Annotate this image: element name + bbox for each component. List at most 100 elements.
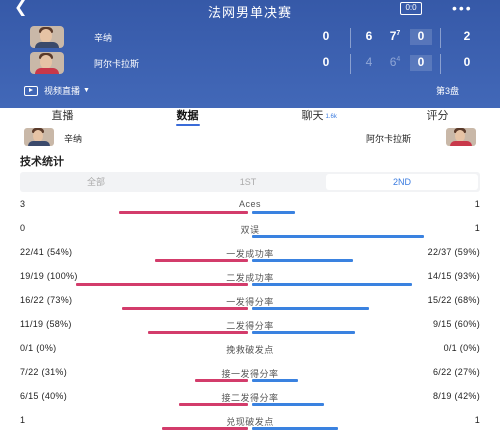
right-stat-value: 14/15 (93%): [427, 271, 480, 281]
stat-label: 挽救破发点: [226, 345, 274, 355]
left-stat-bar: [179, 403, 248, 406]
stat-row: 0/1 (0%) 挽救破发点 0/1 (0%): [0, 340, 500, 364]
left-stat-bar: [122, 307, 248, 310]
set-filter-segmented: 全部 1ST 2ND: [20, 172, 480, 192]
player-name: 辛纳: [94, 33, 113, 43]
tab-chat[interactable]: 聊天 1.6k: [250, 108, 375, 126]
set-score: 77: [384, 29, 406, 43]
stat-row: 19/19 (100%) 二发成功率 14/15 (93%): [0, 268, 500, 292]
stat-row: 3 Aces 1: [0, 196, 500, 220]
right-player-name: 阿尔卡拉斯: [366, 134, 412, 144]
right-stat-bar: [252, 283, 412, 286]
tab-bar: 直播 数据 聊天 1.6k 评分: [0, 108, 500, 126]
right-stat-bar: [252, 403, 324, 406]
tab-label: 聊天: [301, 110, 324, 122]
set-score: 4: [365, 55, 373, 69]
tab-rating[interactable]: 评分: [375, 108, 500, 126]
stat-label: 接一发得分率: [221, 369, 279, 379]
left-stat-value: 1: [20, 415, 26, 425]
tv-play-icon: [24, 85, 38, 96]
tab-label: 直播: [51, 110, 74, 122]
set-score: 0: [322, 55, 330, 69]
left-stat-value: 0: [20, 223, 26, 233]
stat-row: 6/15 (40%) 接二发得分率 8/19 (42%): [0, 388, 500, 412]
right-stat-bar: [252, 211, 295, 214]
video-live-dropdown[interactable]: 视频直播 ▼: [24, 84, 90, 97]
tiebreak-score: 4: [396, 56, 401, 63]
stat-label: 接二发得分率: [221, 393, 279, 403]
divider: [350, 54, 351, 74]
avatar: [446, 128, 476, 146]
left-stat-bar: [155, 259, 248, 262]
left-player-name: 辛纳: [64, 134, 83, 144]
top-bar: ❮ 法网男单决赛 0:0 •••: [0, 0, 500, 20]
right-stat-bar: [252, 235, 424, 238]
right-stat-bar: [252, 307, 369, 310]
more-dots-icon[interactable]: •••: [452, 0, 473, 16]
sets-won: 0: [463, 55, 471, 69]
divider: [440, 28, 441, 48]
left-stat-bar: [195, 379, 248, 382]
stat-row: 1 兑现破发点 1: [0, 412, 500, 436]
right-stat-value: 9/15 (60%): [432, 319, 480, 329]
set-score: 0: [322, 29, 330, 43]
segment-all[interactable]: 全部: [86, 177, 105, 187]
sets-won: 2: [463, 29, 471, 43]
divider: [350, 28, 351, 48]
left-stat-value: 6/15 (40%): [20, 391, 68, 401]
stat-row: 16/22 (73%) 一发得分率 15/22 (68%): [0, 292, 500, 316]
left-stat-bar: [162, 427, 248, 430]
right-stat-value: 8/19 (42%): [432, 391, 480, 401]
stat-row: 7/22 (31%) 接一发得分率 6/22 (27%): [0, 364, 500, 388]
stat-label: 二发成功率: [226, 273, 274, 283]
player-row-sinner: 辛纳 0 6 77 0 2: [0, 26, 500, 50]
right-stat-value: 15/22 (68%): [427, 295, 480, 305]
avatar: [30, 52, 64, 74]
left-stat-bar: [148, 331, 248, 334]
current-set-highlight: [410, 55, 432, 71]
stat-label: 一发得分率: [226, 297, 274, 307]
tab-stats[interactable]: 数据: [125, 108, 250, 126]
set-score: 0: [417, 55, 425, 69]
tab-label: 评分: [426, 110, 449, 122]
left-stat-value: 7/22 (31%): [20, 367, 68, 377]
right-stat-value: 0/1 (0%): [443, 343, 480, 353]
right-stat-bar: [252, 259, 353, 262]
stat-label: 一发成功率: [226, 249, 274, 259]
caret-down-icon: ▼: [83, 87, 90, 94]
tiebreak-score: 7: [396, 30, 401, 37]
player-row-alcaraz: 阿尔卡拉斯 0 4 64 0 0: [0, 52, 500, 76]
left-stat-value: 19/19 (100%): [20, 271, 78, 281]
segment-1st[interactable]: 1ST: [239, 177, 257, 187]
set-score: 0: [417, 29, 425, 43]
left-stat-value: 16/22 (73%): [20, 295, 73, 305]
left-stat-bar: [119, 211, 248, 214]
divider: [440, 54, 441, 74]
current-set-highlight: [410, 29, 432, 45]
set-games: 6: [389, 55, 397, 69]
left-stat-value: 0/1 (0%): [20, 343, 57, 353]
segment-2nd[interactable]: 2ND: [326, 174, 478, 190]
video-live-label: 视频直播: [44, 86, 81, 96]
tab-live[interactable]: 直播: [0, 108, 125, 126]
stat-label: 兑现破发点: [226, 417, 274, 427]
section-title: 技术统计: [20, 156, 64, 168]
chat-count-badge: 1.6k: [325, 114, 337, 120]
stat-label: 双误: [240, 225, 260, 235]
right-stat-bar: [252, 379, 298, 382]
avatar: [24, 128, 54, 146]
left-stat-bar: [76, 283, 248, 286]
right-stat-value: 22/37 (59%): [427, 247, 480, 257]
right-stat-value: 1: [474, 415, 480, 425]
page-title: 法网男单决赛: [207, 5, 292, 20]
chevron-left-icon[interactable]: ❮: [14, 0, 28, 16]
right-stat-bar: [252, 427, 338, 430]
left-stat-value: 11/19 (58%): [20, 319, 72, 329]
stat-row: 22/41 (54%) 一发成功率 22/37 (59%): [0, 244, 500, 268]
right-stat-value: 6/22 (27%): [432, 367, 480, 377]
current-set-label: 第3盘: [436, 86, 460, 96]
scoreboard-icon[interactable]: 0:0: [400, 2, 422, 15]
match-header: ❮ 法网男单决赛 0:0 ••• 辛纳 0 6 77 0 2 阿尔卡拉斯 0 4…: [0, 0, 500, 108]
stat-label: 二发得分率: [226, 321, 274, 331]
stat-row: 11/19 (58%) 二发得分率 9/15 (60%): [0, 316, 500, 340]
